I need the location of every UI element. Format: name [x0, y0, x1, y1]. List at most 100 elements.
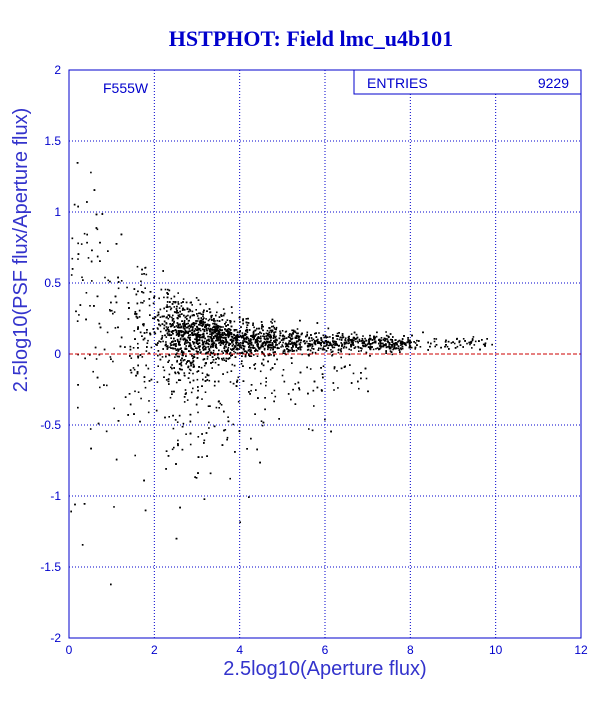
data-point — [280, 339, 283, 342]
data-point — [233, 347, 235, 349]
data-point — [338, 332, 340, 334]
data-point — [315, 336, 318, 338]
data-point — [235, 343, 237, 345]
data-point — [206, 374, 209, 377]
data-point — [180, 364, 183, 367]
data-point — [111, 309, 113, 312]
data-point — [185, 363, 187, 365]
data-point — [222, 340, 225, 342]
data-point — [331, 354, 333, 357]
data-point — [304, 342, 307, 344]
data-point — [192, 357, 194, 360]
data-point — [171, 303, 174, 305]
data-point — [178, 333, 180, 335]
data-point — [132, 367, 135, 369]
data-point — [244, 350, 247, 352]
data-point — [220, 314, 222, 316]
data-point — [241, 344, 243, 347]
data-point — [307, 342, 309, 345]
data-point — [181, 354, 184, 356]
data-point — [181, 357, 183, 360]
data-point — [297, 340, 299, 343]
data-point — [238, 331, 241, 334]
data-point — [401, 345, 404, 348]
data-point — [77, 406, 79, 409]
data-point — [177, 330, 180, 332]
data-point — [289, 337, 292, 340]
data-point — [245, 321, 248, 324]
data-point — [231, 341, 234, 343]
data-point — [174, 356, 176, 358]
data-point — [262, 421, 265, 424]
data-point — [120, 336, 123, 339]
data-point — [215, 314, 217, 317]
data-point — [157, 350, 160, 352]
stats-entries-value: 9229 — [538, 75, 569, 91]
data-point — [330, 351, 333, 353]
data-point — [190, 325, 192, 328]
data-point — [159, 316, 162, 318]
data-point — [202, 347, 204, 349]
data-point — [183, 401, 186, 403]
data-point — [167, 326, 169, 329]
data-point — [265, 335, 268, 337]
data-point — [247, 339, 250, 342]
data-point — [226, 341, 229, 344]
data-point — [141, 291, 143, 293]
data-point — [242, 319, 244, 322]
data-point — [198, 342, 201, 344]
data-point — [146, 342, 149, 344]
data-point — [120, 233, 123, 236]
data-point — [196, 333, 199, 336]
data-point — [227, 348, 229, 351]
data-point — [238, 335, 240, 337]
data-point — [320, 337, 323, 340]
data-point — [114, 295, 117, 298]
data-point — [186, 307, 189, 310]
data-point — [368, 338, 370, 341]
data-point — [316, 322, 319, 324]
data-point — [105, 430, 108, 433]
data-point — [192, 325, 194, 328]
data-point — [337, 351, 340, 354]
data-point — [227, 358, 230, 360]
data-point — [270, 339, 272, 342]
data-point — [299, 319, 301, 322]
data-point — [134, 338, 136, 340]
data-point — [234, 337, 237, 340]
data-point — [129, 345, 132, 348]
data-point — [170, 307, 173, 310]
data-point — [292, 388, 294, 391]
data-point — [117, 326, 119, 329]
data-point — [221, 329, 223, 331]
data-point — [224, 323, 226, 325]
data-point — [265, 332, 268, 335]
data-point — [174, 329, 177, 331]
data-point — [340, 367, 343, 370]
data-point — [183, 359, 186, 361]
data-point — [129, 369, 132, 371]
data-point — [207, 405, 210, 407]
data-point — [393, 343, 396, 346]
data-point — [375, 348, 377, 350]
data-point — [161, 315, 164, 318]
data-point — [422, 331, 424, 334]
data-point — [219, 338, 221, 340]
data-point — [196, 371, 198, 373]
data-point — [205, 318, 207, 320]
data-point — [204, 325, 207, 328]
data-point — [271, 318, 274, 321]
data-point — [348, 342, 350, 344]
data-point — [378, 348, 380, 351]
data-point — [226, 333, 229, 336]
data-point — [250, 349, 252, 351]
data-point — [106, 384, 108, 387]
data-point — [255, 348, 257, 351]
data-point — [351, 338, 354, 341]
data-point — [202, 315, 204, 318]
data-point — [217, 325, 219, 327]
data-point — [193, 324, 196, 327]
data-point — [471, 339, 474, 342]
data-point — [259, 461, 261, 464]
data-point — [129, 355, 131, 357]
